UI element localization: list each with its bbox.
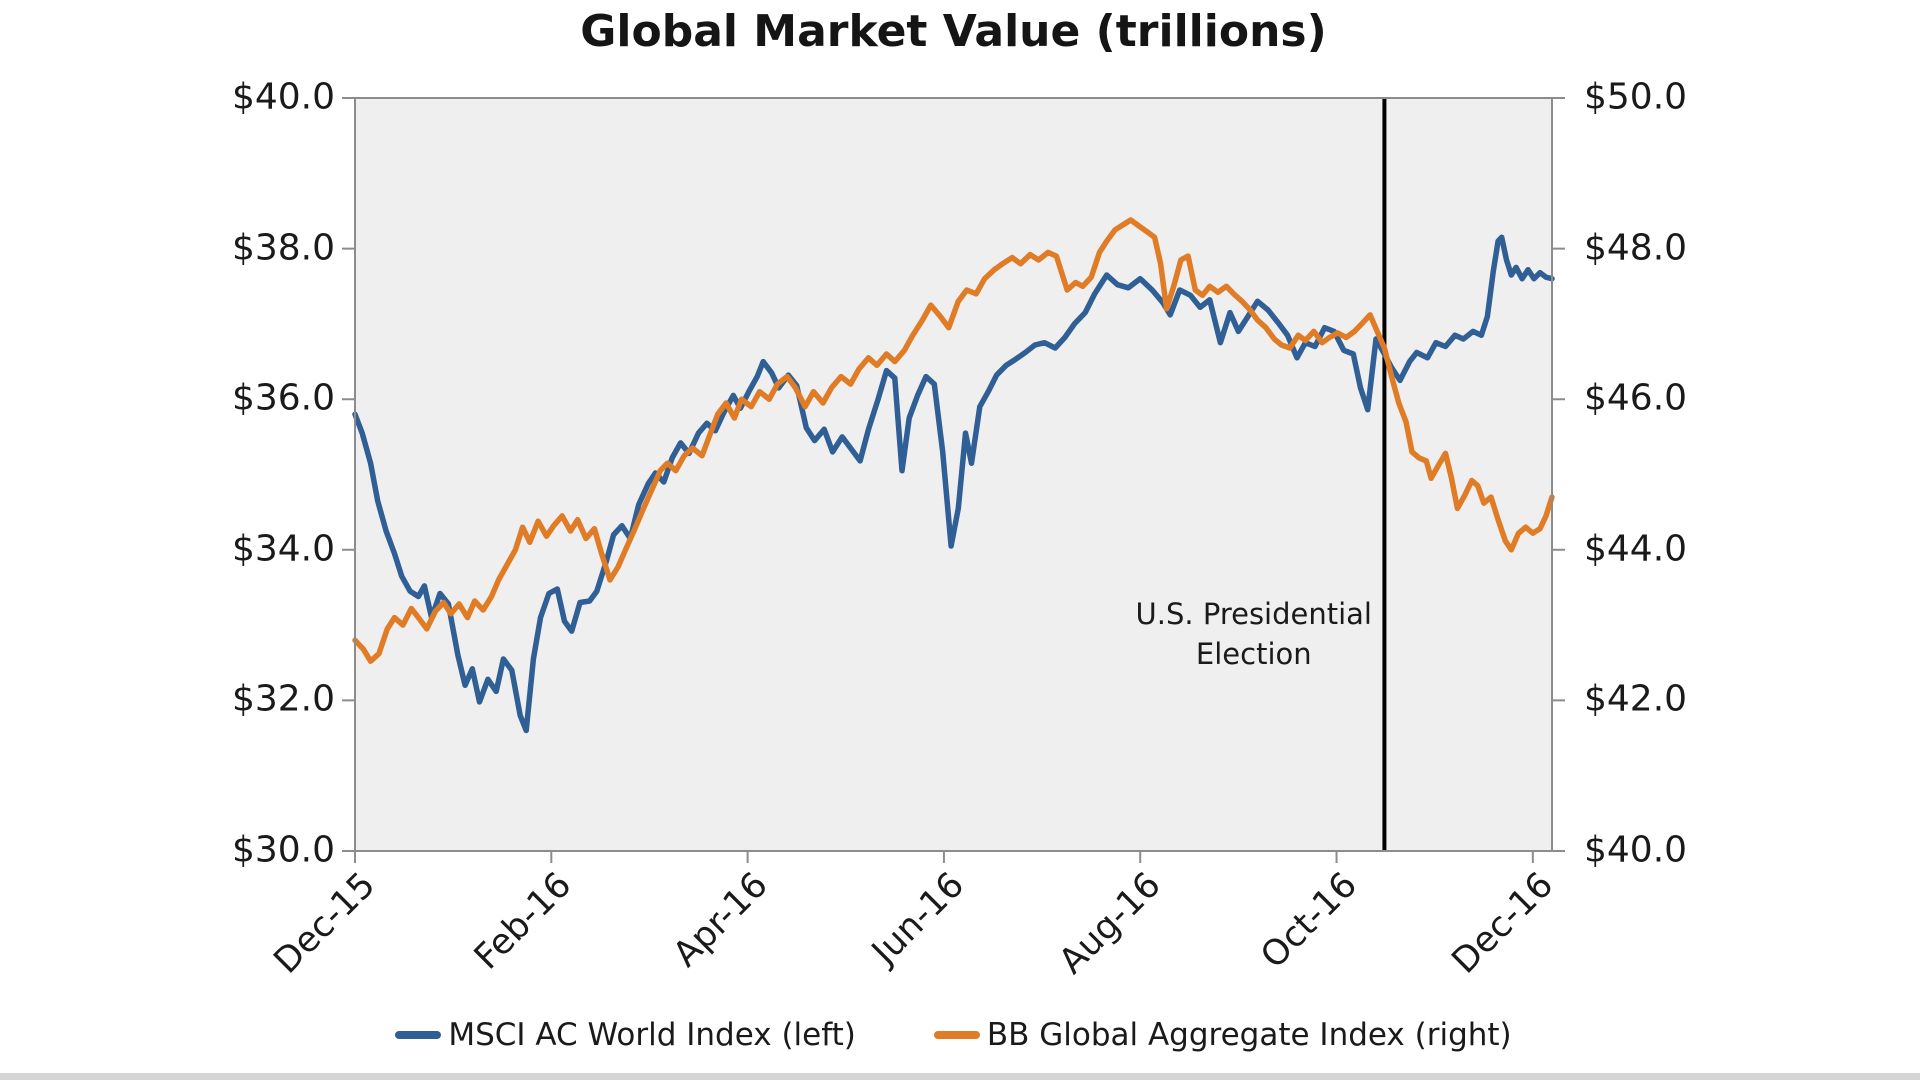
- plot-border: [354, 97, 1553, 852]
- chart-title: Global Market Value (trillions): [580, 6, 1327, 57]
- y-axis-right-label: $42.0: [1584, 679, 1688, 721]
- bottom-divider: [0, 1073, 1920, 1080]
- y-axis-left-label: $36.0: [231, 377, 335, 419]
- y-axis-right-label: $50.0: [1584, 76, 1688, 118]
- y-axis-left-label: $38.0: [231, 227, 335, 269]
- axis-tick-marks: [342, 97, 1565, 863]
- election-annotation-line1: U.S. Presidential: [1135, 597, 1372, 631]
- y-axis-right-label: $44.0: [1584, 528, 1688, 570]
- bb-line-marker-icon: [933, 1031, 980, 1039]
- election-annotation: U.S. Presidential Election: [1136, 594, 1372, 674]
- y-axis-left-label: $30.0: [231, 829, 335, 871]
- y-axis-right-label: $46.0: [1584, 377, 1688, 419]
- legend-label-msci: MSCI AC World Index (left): [448, 1017, 856, 1053]
- y-axis-left-label: $32.0: [231, 679, 335, 721]
- y-axis-right-label: $40.0: [1584, 829, 1688, 871]
- plot-area: [355, 98, 1552, 851]
- legend-item-msci: MSCI AC World Index (left): [395, 1017, 856, 1053]
- legend-label-bb: BB Global Aggregate Index (right): [986, 1017, 1512, 1053]
- bb-line: [352, 217, 1555, 664]
- election-annotation-line2: Election: [1195, 637, 1312, 671]
- y-axis-right-label: $48.0: [1584, 227, 1688, 269]
- legend-item-bb: BB Global Aggregate Index (right): [933, 1017, 1512, 1053]
- y-axis-left-label: $40.0: [231, 76, 335, 118]
- msci-line-marker-icon: [395, 1031, 442, 1039]
- legend: MSCI AC World Index (left) BB Global Agg…: [355, 1008, 1552, 1062]
- y-axis-left-label: $34.0: [231, 528, 335, 570]
